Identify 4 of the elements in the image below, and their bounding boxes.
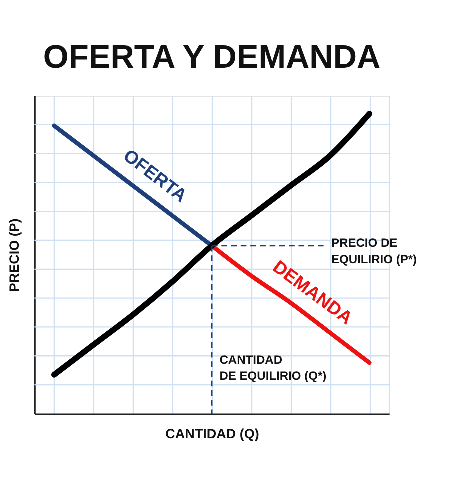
x-axis-title: CANTIDAD (Q): [166, 426, 260, 442]
chart-title: OFERTA Y DEMANDA: [43, 38, 381, 75]
y-axis-title: PRECIO (P): [6, 218, 22, 292]
annotation: CANTIDAD DE EQUILIRIO (Q*): [220, 352, 327, 384]
